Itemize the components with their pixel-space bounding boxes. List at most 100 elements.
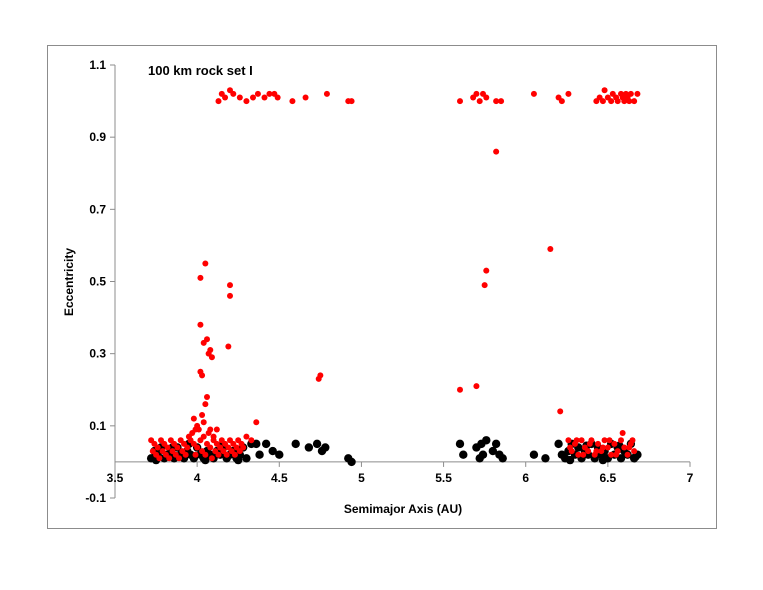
data-point xyxy=(547,246,554,253)
data-point xyxy=(199,372,206,379)
data-point xyxy=(207,444,214,451)
data-point xyxy=(565,90,572,97)
data-point xyxy=(627,90,634,97)
data-point xyxy=(222,94,229,101)
series-2 xyxy=(148,87,641,462)
chart-frame xyxy=(47,45,717,529)
y-tick-label: -0.1 xyxy=(85,491,106,505)
data-point xyxy=(210,433,217,440)
data-point xyxy=(599,98,606,105)
data-point xyxy=(608,451,615,458)
data-point xyxy=(250,94,256,101)
data-point xyxy=(554,439,563,449)
data-point xyxy=(236,94,243,101)
data-point xyxy=(274,94,281,101)
data-point xyxy=(201,455,210,465)
data-point xyxy=(473,90,480,97)
data-point xyxy=(215,451,222,458)
data-point xyxy=(223,451,230,458)
data-point xyxy=(601,87,608,94)
data-point xyxy=(616,454,626,463)
data-point xyxy=(498,98,505,105)
data-point xyxy=(302,94,309,101)
data-point xyxy=(598,455,608,465)
x-tick-label: 4 xyxy=(194,471,201,485)
data-point xyxy=(483,267,490,274)
data-point xyxy=(242,454,251,463)
data-point xyxy=(624,451,631,458)
data-point xyxy=(164,444,171,451)
data-point xyxy=(202,451,209,458)
x-tick-label: 3.5 xyxy=(107,471,124,485)
data-point xyxy=(606,437,613,444)
data-point xyxy=(192,451,199,458)
data-point xyxy=(482,436,491,445)
y-tick-label: 0.7 xyxy=(89,202,106,216)
data-point xyxy=(315,375,322,382)
data-point xyxy=(565,455,575,465)
data-point xyxy=(192,426,199,433)
data-point xyxy=(248,437,255,444)
data-point xyxy=(481,282,488,289)
y-tick-label: 0.3 xyxy=(89,347,106,361)
data-point xyxy=(541,454,550,463)
data-point xyxy=(619,430,626,437)
data-point xyxy=(455,439,465,449)
data-point xyxy=(200,419,207,426)
data-point xyxy=(631,98,638,105)
data-point xyxy=(473,383,480,390)
data-point xyxy=(634,90,641,97)
data-point xyxy=(626,98,633,105)
data-point xyxy=(626,444,633,451)
data-point xyxy=(204,393,210,400)
data-point xyxy=(240,444,247,451)
data-point xyxy=(558,98,565,105)
chart-text: 100 km rock set I Semimajor Axis (AU) Ec… xyxy=(62,63,462,516)
data-point xyxy=(580,451,587,458)
x-tick-label: 5 xyxy=(358,471,365,485)
data-point xyxy=(207,426,214,433)
data-point xyxy=(593,448,600,455)
data-point xyxy=(184,444,191,451)
data-point xyxy=(252,439,261,449)
data-point xyxy=(200,433,207,440)
data-point xyxy=(291,439,300,449)
x-axis-title: Semimajor Axis (AU) xyxy=(344,502,462,516)
data-point xyxy=(599,444,606,451)
data-point xyxy=(529,450,539,459)
data-point xyxy=(631,448,638,455)
data-point xyxy=(227,292,233,299)
data-point xyxy=(204,336,210,343)
data-point xyxy=(254,90,261,97)
data-point xyxy=(585,448,592,455)
y-tick-label: 1.1 xyxy=(89,58,106,72)
data-point xyxy=(182,451,189,458)
data-point xyxy=(348,98,355,105)
data-point xyxy=(234,455,243,465)
data-point xyxy=(323,90,330,97)
x-tick-label: 5.5 xyxy=(435,471,452,485)
data-point xyxy=(573,437,580,444)
data-point xyxy=(174,444,181,451)
data-point xyxy=(565,437,572,444)
y-tick-label: 0.1 xyxy=(89,419,106,433)
data-point xyxy=(493,148,500,155)
data-point xyxy=(199,412,206,419)
data-point xyxy=(604,444,611,451)
data-point xyxy=(231,451,238,458)
axes: 3.5 4 4.5 5 5.5 6 6.5 7 -0.1 0.1 0.3 0.5 0.7 0.9 1.1 xyxy=(85,58,693,505)
data-point xyxy=(476,98,483,105)
data-point xyxy=(156,455,163,462)
y-tick-label: 0.5 xyxy=(89,275,106,289)
data-point xyxy=(197,274,204,281)
data-point xyxy=(261,94,268,101)
data-point xyxy=(575,451,582,458)
data-point xyxy=(586,440,593,447)
data-point xyxy=(255,450,264,459)
data-point xyxy=(243,433,250,440)
chart-title: 100 km rock set I xyxy=(148,63,253,78)
x-tick-label: 4.5 xyxy=(271,471,288,485)
data-point xyxy=(530,90,537,97)
data-point xyxy=(253,419,260,426)
